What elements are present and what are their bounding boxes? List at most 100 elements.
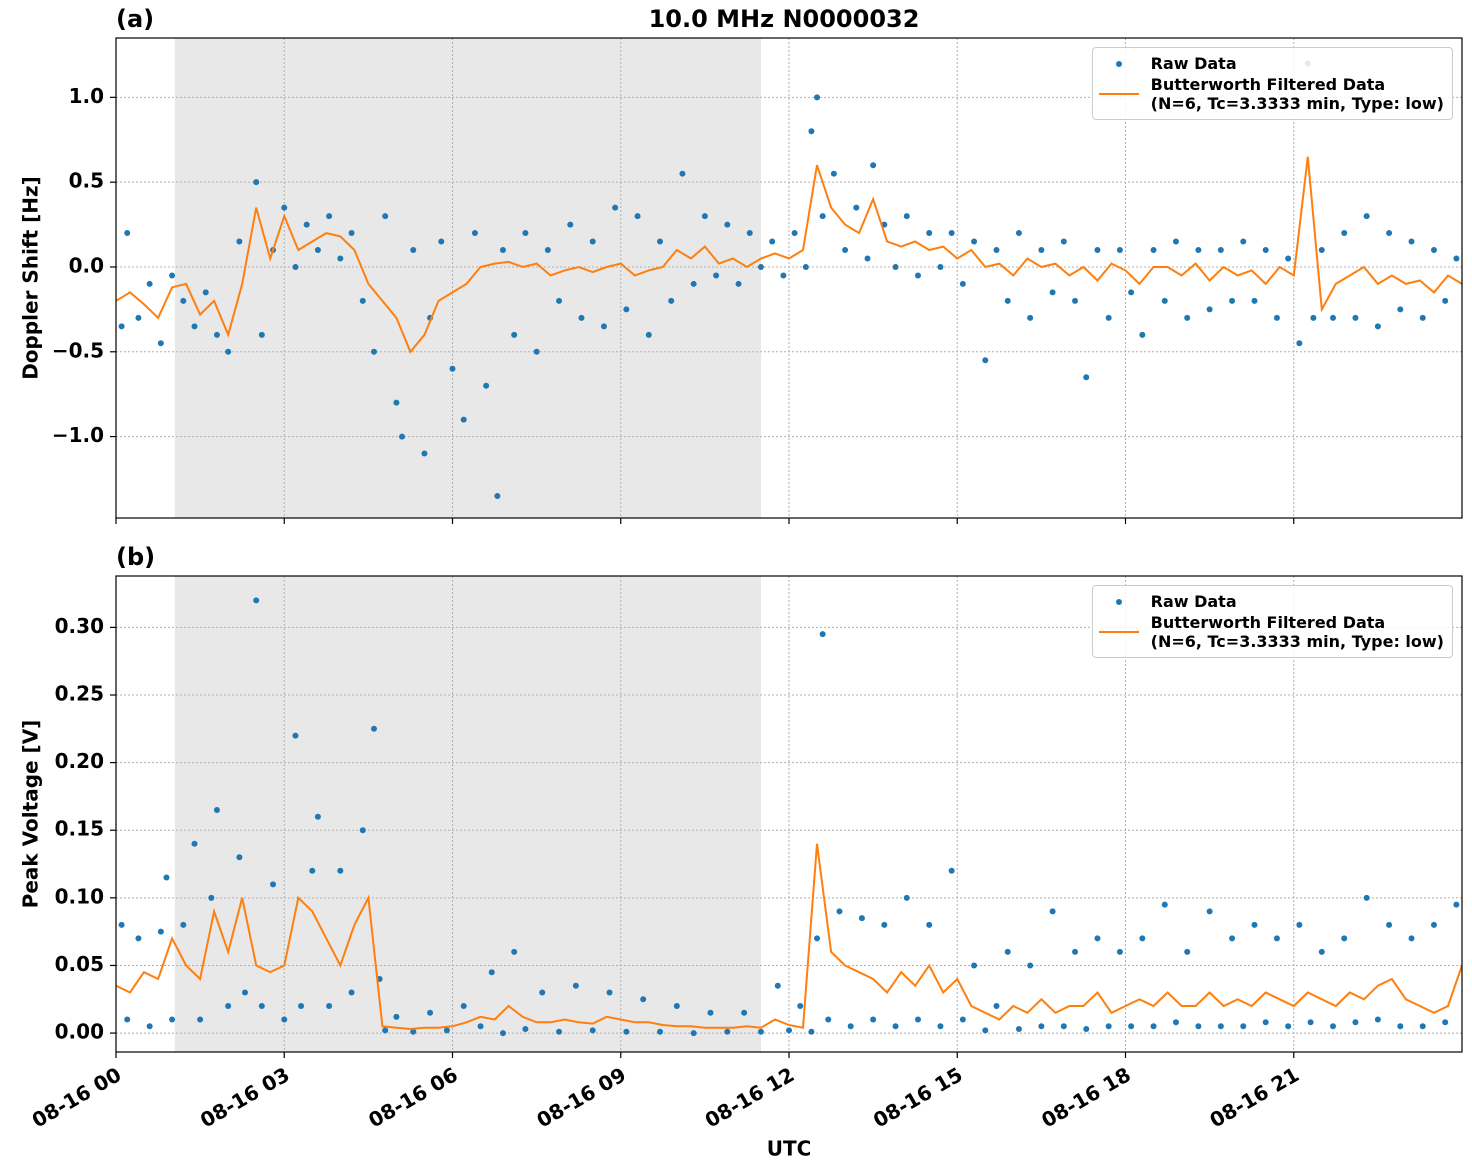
raw-point [522, 230, 529, 237]
raw-point [337, 255, 344, 262]
raw-point [241, 989, 248, 996]
raw-point [281, 1016, 288, 1023]
raw-point [460, 1003, 467, 1010]
raw-point [1094, 247, 1101, 254]
raw-point [1352, 314, 1359, 321]
raw-point [645, 331, 652, 338]
raw-point [1240, 238, 1247, 245]
raw-point [1352, 1019, 1359, 1026]
raw-point [858, 915, 865, 922]
raw-point [1072, 297, 1079, 304]
raw-point [410, 247, 417, 254]
y-axis-label: Doppler Shift [Hz] [19, 176, 43, 380]
panel-label: (b) [116, 543, 155, 571]
raw-point [1128, 289, 1135, 296]
legend-label: Butterworth Filtered Data (N=6, Tc=3.333… [1150, 75, 1444, 113]
raw-point [1184, 948, 1191, 955]
raw-point [370, 725, 377, 732]
plot-area [116, 60, 1462, 499]
raw-point [1229, 935, 1236, 942]
raw-point [449, 365, 456, 372]
raw-point [146, 280, 153, 287]
raw-point [314, 247, 321, 254]
raw-point [679, 170, 686, 177]
raw-point [853, 204, 860, 211]
raw-point [914, 1016, 921, 1023]
raw-point [180, 921, 187, 928]
raw-point [471, 230, 478, 237]
y-axis-label: Peak Voltage [V] [19, 720, 43, 909]
raw-point [292, 732, 299, 739]
raw-point [309, 867, 316, 874]
x-tick-label: 08-16 09 [532, 1062, 630, 1132]
raw-point [511, 948, 518, 955]
raw-point [499, 1030, 506, 1037]
legend-entry: Butterworth Filtered Data (N=6, Tc=3.333… [1098, 75, 1444, 113]
raw-point [892, 263, 899, 270]
raw-point [533, 348, 540, 355]
raw-point [1229, 297, 1236, 304]
raw-point [421, 450, 428, 457]
raw-point [623, 306, 630, 313]
legend-key [1099, 54, 1139, 73]
raw-point [606, 989, 613, 996]
raw-point [673, 1003, 680, 1010]
raw-point [1027, 962, 1034, 969]
raw-point [830, 170, 837, 177]
x-axis-label: UTC [767, 1137, 812, 1161]
raw-point [1430, 247, 1437, 254]
raw-point [326, 1003, 333, 1010]
raw-point [870, 162, 877, 169]
raw-point [1049, 908, 1056, 915]
raw-point [135, 314, 142, 321]
y-tick-label: 0.05 [55, 952, 104, 976]
raw-point [1408, 238, 1415, 245]
axes-frame [115, 575, 1463, 1053]
raw-point [1150, 1023, 1157, 1030]
legend-label: Raw Data [1150, 592, 1237, 611]
raw-point [483, 382, 490, 389]
raw-point [1251, 297, 1258, 304]
raw-point [382, 213, 389, 220]
x-tick-label: 08-16 21 [1205, 1062, 1303, 1132]
raw-point [825, 1016, 832, 1023]
raw-point [208, 894, 215, 901]
raw-point [819, 213, 826, 220]
filtered-line [116, 156, 1462, 354]
raw-point [1060, 1023, 1067, 1030]
raw-point [836, 908, 843, 915]
y-tick-label: 1.0 [69, 84, 104, 108]
raw-point [180, 297, 187, 304]
raw-point [118, 323, 125, 330]
raw-point [427, 1009, 434, 1016]
raw-point [1363, 894, 1370, 901]
raw-point [959, 1016, 966, 1023]
raw-point [903, 213, 910, 220]
raw-point [1296, 921, 1303, 928]
raw-point [589, 1027, 596, 1034]
raw-point [213, 806, 220, 813]
raw-point [410, 1028, 417, 1035]
raw-point [1083, 374, 1090, 381]
raw-point [556, 1028, 563, 1035]
raw-point [135, 935, 142, 942]
raw-point [707, 1009, 714, 1016]
raw-point [337, 867, 344, 874]
raw-point [937, 1023, 944, 1030]
raw-point [225, 348, 232, 355]
raw-point [438, 238, 445, 245]
raw-point [1004, 297, 1011, 304]
raw-point [393, 1013, 400, 1020]
raw-point [814, 935, 821, 942]
raw-point [657, 1028, 664, 1035]
raw-point [914, 272, 921, 279]
raw-point [724, 1028, 731, 1035]
raw-point [1251, 921, 1258, 928]
raw-point [600, 323, 607, 330]
y-tick-label: −0.5 [52, 338, 104, 362]
y-tick-label: −1.0 [52, 423, 104, 447]
y-tick-label: 0.20 [55, 749, 104, 773]
raw-point [1083, 1026, 1090, 1033]
raw-point [1072, 948, 1079, 955]
